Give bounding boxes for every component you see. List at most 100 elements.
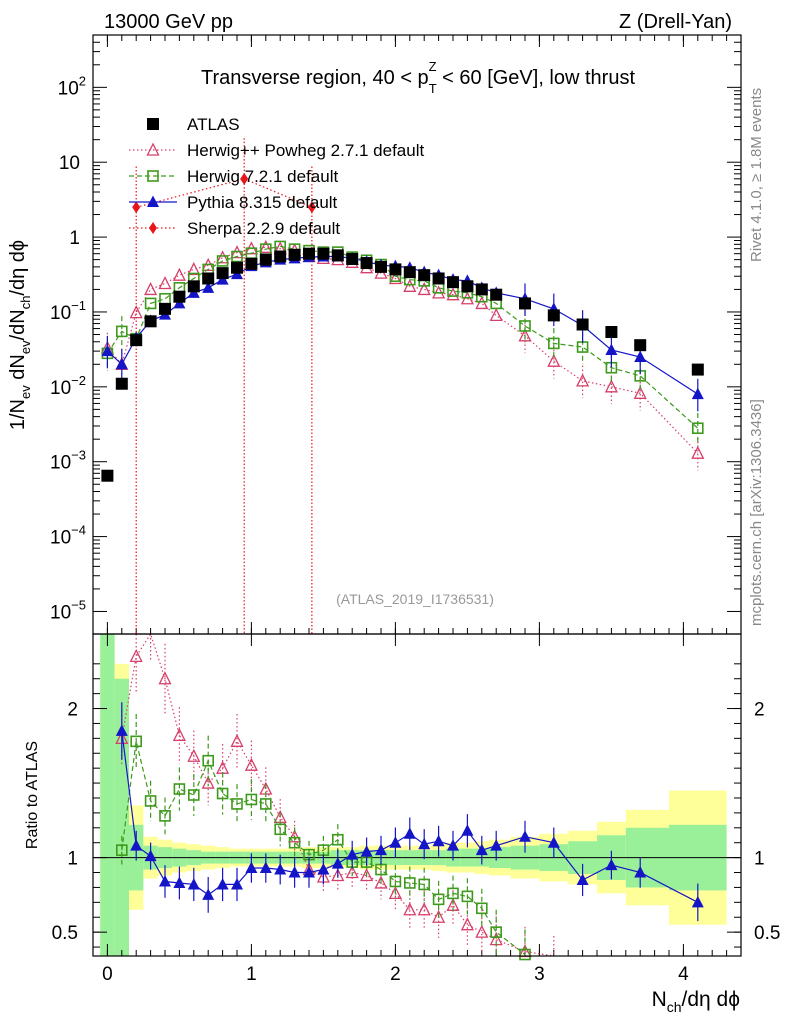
ratio-point [259,798,272,810]
series-line-3 [106,255,699,395]
atlas-point [461,280,474,293]
ratio-point [130,735,142,748]
ratio-point [345,865,359,879]
ratio-point [231,877,243,890]
ratio-point [130,839,143,851]
atlas-point [245,257,258,270]
ratio-y-tick-label-right: 0.5 [754,923,780,944]
atlas-point [403,266,416,279]
data-point [489,307,503,322]
atlas-point [418,269,431,282]
atlas-point [159,302,171,315]
atlas-point [490,288,503,301]
legend-marker [146,142,160,156]
data-point [129,305,143,319]
ratio-point [288,866,301,878]
ratio-plot: 0 1 2 3 4 0.5 0.5 1 1 2 2 [52,632,780,985]
atlas-point [317,247,330,260]
ratio-point [230,733,244,747]
atlas-point [547,309,560,322]
x-axis-label: Nch/dη dϕ [652,988,740,1015]
data-point [634,350,647,363]
ratio-point [144,849,157,862]
data-point [691,445,705,459]
ratio-point [432,834,445,847]
ratio-point [331,833,344,846]
atlas-point [375,260,387,273]
mcplots-label: mcplots.cern.ch [arXiv:1306.3436] [748,399,765,626]
atlas-point [187,280,200,293]
y-axis-label: 1/Nev dNev/dNch/dη dϕ [7,240,33,430]
atlas-point [101,469,114,482]
ratio-point [303,866,315,878]
ratio-point [158,671,172,685]
data-point [115,357,128,370]
x-tick-label: 0 [102,964,113,985]
ratio-point [159,810,171,822]
ratio-point [417,902,431,916]
ratio-point [187,877,200,890]
data-point [633,385,647,399]
atlas-point [634,339,647,352]
ratio-point [432,909,446,923]
legend: ATLAS Herwig++ Powheg 2.7.1 default Herwig… [129,115,424,238]
ratio-point [447,887,459,900]
x-tick-label: 1 [246,964,257,985]
ratio-point [389,836,402,848]
ratio-point [201,775,215,789]
data-point [307,201,316,214]
ratio-point [389,875,402,888]
y-tick-label: 10−4 [50,523,86,549]
y-tick-label: 10−3 [50,448,86,474]
x-tick-label: 2 [390,964,401,985]
ratio-point [691,895,704,908]
ratio-y-tick-label: 0.5 [52,923,78,944]
ratio-point [403,902,417,916]
series-line-2 [106,245,699,429]
data-point [519,320,531,332]
data-point [691,422,704,435]
ratio-point [475,843,488,856]
data-point [172,267,186,281]
ratio-point [375,863,387,876]
ratio-point [245,861,258,874]
data-point [259,239,273,253]
atlas-point [216,267,229,280]
ratio-point [129,648,143,663]
ratio-line-0 [121,632,554,957]
data-point [446,287,460,301]
ratio-point [605,858,618,871]
atlas-point [475,283,488,296]
atlas-point [360,257,373,270]
ratio-point [159,874,171,887]
ratio-point [375,843,387,856]
ratio-point [173,876,186,888]
ratio-point [244,757,258,771]
legend-marker [147,170,159,182]
atlas-point [115,377,128,390]
ratio-point [202,754,214,767]
ratio-y-label: Ratio to ATLAS [24,741,41,849]
ratio-y-tick-label-right: 2 [754,700,765,721]
ratio-point [490,839,503,851]
ratio-point [231,798,243,810]
data-point [231,250,243,263]
ratio-point [576,873,589,885]
data-point [216,255,229,267]
ratio-point [547,836,560,848]
atlas-point [331,249,344,262]
data-point [144,281,158,296]
atlas-point [303,247,315,260]
ratio-point [115,724,128,736]
atlas-point [447,276,459,289]
ratio-point [360,845,373,857]
data-point [605,343,618,356]
ratio-point [432,893,445,906]
ratio-point [331,868,345,882]
ratio-point [418,837,431,850]
ratio-point [460,917,474,931]
ratio-point [288,836,301,849]
legend-label: Herwig 7.2.1 default [187,167,338,186]
ratio-point [519,948,531,961]
ratio-point [187,748,201,762]
